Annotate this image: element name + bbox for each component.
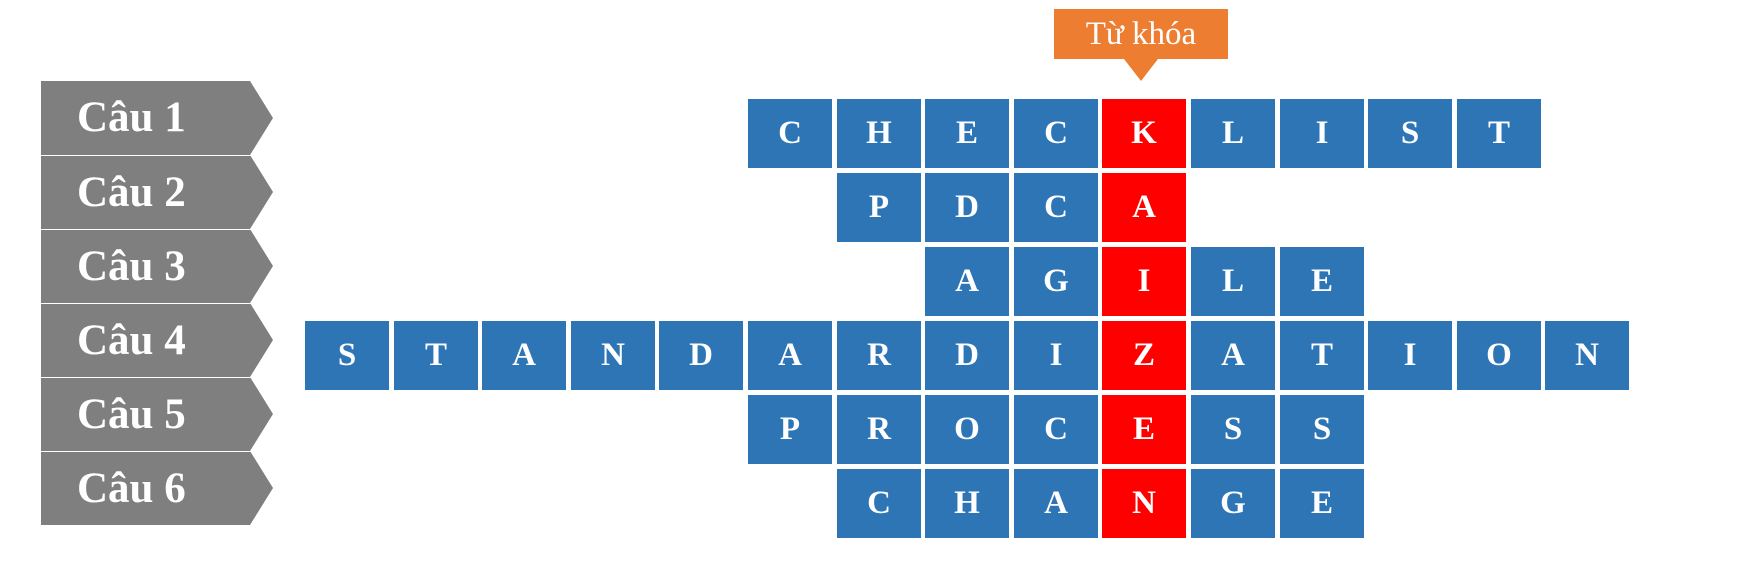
letter-cell[interactable]: E [1280, 247, 1364, 316]
letter-cell[interactable]: H [925, 469, 1009, 538]
keyword-letter-cell[interactable]: Z [1102, 321, 1186, 390]
question-tag-2[interactable]: Câu 2 [41, 155, 273, 229]
letter-cell[interactable]: L [1191, 247, 1275, 316]
letter-cell[interactable]: O [925, 395, 1009, 464]
letter-cell[interactable]: I [1368, 321, 1452, 390]
question-tag-1[interactable]: Câu 1 [41, 81, 273, 155]
letter-cell[interactable]: A [748, 321, 832, 390]
letter-cell[interactable]: P [748, 395, 832, 464]
letter-cell[interactable]: A [1191, 321, 1275, 390]
question-list: Câu 1 Câu 2 Câu 3 Câu 4 Câu 5 Câu 6 [41, 81, 273, 527]
letter-cell[interactable]: H [837, 99, 921, 168]
letter-cell[interactable]: A [482, 321, 566, 390]
keyword-badge: Từ khóa [1054, 9, 1228, 59]
letter-cell[interactable]: I [1280, 99, 1364, 168]
letter-cell[interactable]: C [1014, 99, 1098, 168]
keyword-letter-cell[interactable]: I [1102, 247, 1186, 316]
letter-cell[interactable]: E [1280, 469, 1364, 538]
letter-cell[interactable]: D [925, 321, 1009, 390]
keyword-letter-cell[interactable]: K [1102, 99, 1186, 168]
keyword-arrow-icon [1124, 59, 1158, 81]
letter-cell[interactable]: A [925, 247, 1009, 316]
question-tag-6[interactable]: Câu 6 [41, 451, 273, 525]
letter-cell[interactable]: C [1014, 173, 1098, 242]
keyword-letter-cell[interactable]: N [1102, 469, 1186, 538]
letter-cell[interactable]: O [1457, 321, 1541, 390]
letter-cell[interactable]: D [925, 173, 1009, 242]
letter-cell[interactable]: N [571, 321, 655, 390]
letter-cell[interactable]: T [1280, 321, 1364, 390]
question-tag-3[interactable]: Câu 3 [41, 229, 273, 303]
letter-cell[interactable]: D [659, 321, 743, 390]
letter-cell[interactable]: T [394, 321, 478, 390]
keyword-letter-cell[interactable]: E [1102, 395, 1186, 464]
question-tag-5[interactable]: Câu 5 [41, 377, 273, 451]
letter-cell[interactable]: C [1014, 395, 1098, 464]
letter-cell[interactable]: N [1545, 321, 1629, 390]
letter-cell[interactable]: L [1191, 99, 1275, 168]
letter-cell[interactable]: G [1014, 247, 1098, 316]
letter-cell[interactable]: R [837, 395, 921, 464]
letter-cell[interactable]: S [1368, 99, 1452, 168]
letter-cell[interactable]: E [925, 99, 1009, 168]
letter-cell[interactable]: R [837, 321, 921, 390]
letter-cell[interactable]: I [1014, 321, 1098, 390]
letter-cell[interactable]: T [1457, 99, 1541, 168]
letter-cell[interactable]: S [1280, 395, 1364, 464]
letter-cell[interactable]: P [837, 173, 921, 242]
letter-cell[interactable]: S [1191, 395, 1275, 464]
keyword-letter-cell[interactable]: A [1102, 173, 1186, 242]
letter-cell[interactable]: S [305, 321, 389, 390]
letter-cell[interactable]: C [837, 469, 921, 538]
letter-cell[interactable]: A [1014, 469, 1098, 538]
question-tag-4[interactable]: Câu 4 [41, 303, 273, 377]
letter-cell[interactable]: G [1191, 469, 1275, 538]
letter-cell[interactable]: C [748, 99, 832, 168]
